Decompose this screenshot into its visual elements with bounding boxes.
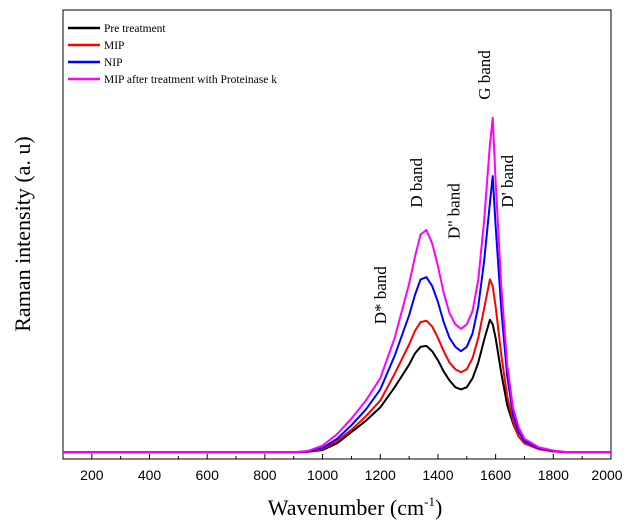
x-tick-label-1000: 1000 [307, 467, 338, 483]
x-axis-title-main: Wavenumber (cm [268, 495, 424, 520]
x-axis-title-superscript: -1 [424, 494, 435, 509]
x-tick-label-600: 600 [196, 467, 220, 483]
band-annotation-3: G band [475, 50, 494, 100]
legend-item-mip: MIP [68, 40, 124, 52]
x-tick-label-800: 800 [253, 467, 277, 483]
x-tick-label-2000: 2000 [591, 467, 622, 483]
legend-label-pre-treatment: Pre treatment [104, 23, 166, 35]
band-annotation-2: D'' band [445, 183, 464, 239]
legend-item-mip-proteinase: MIP after treatment with Proteinase k [68, 74, 277, 86]
y-axis-title: Raman intensity (a. u) [10, 136, 35, 332]
x-tick-label-1400: 1400 [422, 467, 453, 483]
x-axis-title-tail: ) [435, 495, 442, 520]
legend-label-mip-proteinase: MIP after treatment with Proteinase k [104, 74, 277, 86]
plot-frame [62, 9, 612, 460]
x-tick-label-1200: 1200 [365, 467, 396, 483]
series-line-3 [63, 116, 611, 454]
band-annotation-1: D band [407, 158, 426, 208]
band-annotation-0: D* band [371, 266, 390, 325]
legend-item-pre-treatment: Pre treatment [68, 23, 166, 35]
x-axis-title: Wavenumber (cm-1) [268, 494, 443, 520]
x-tick-label-1800: 1800 [538, 467, 569, 483]
legend-label-mip: MIP [104, 40, 124, 52]
series-line-0 [63, 318, 611, 454]
x-tick-label-200: 200 [80, 467, 104, 483]
series-layer [63, 116, 611, 454]
legend-item-nip: NIP [68, 57, 123, 69]
x-tick-label-400: 400 [138, 467, 162, 483]
legend: Pre treatment MIP NIP MIP after treatmen… [68, 23, 277, 86]
legend-label-nip: NIP [104, 57, 123, 69]
x-tick-layer: 200 400 600 800 1000 1200 1400 1600 1800 2000 [62, 454, 623, 483]
series-line-2 [63, 175, 611, 454]
annotation-layer: D* band D band D'' band G band D' band [371, 50, 517, 325]
series-line-1 [63, 278, 611, 454]
x-tick-label-1600: 1600 [480, 467, 511, 483]
band-annotation-4: D' band [498, 154, 517, 207]
